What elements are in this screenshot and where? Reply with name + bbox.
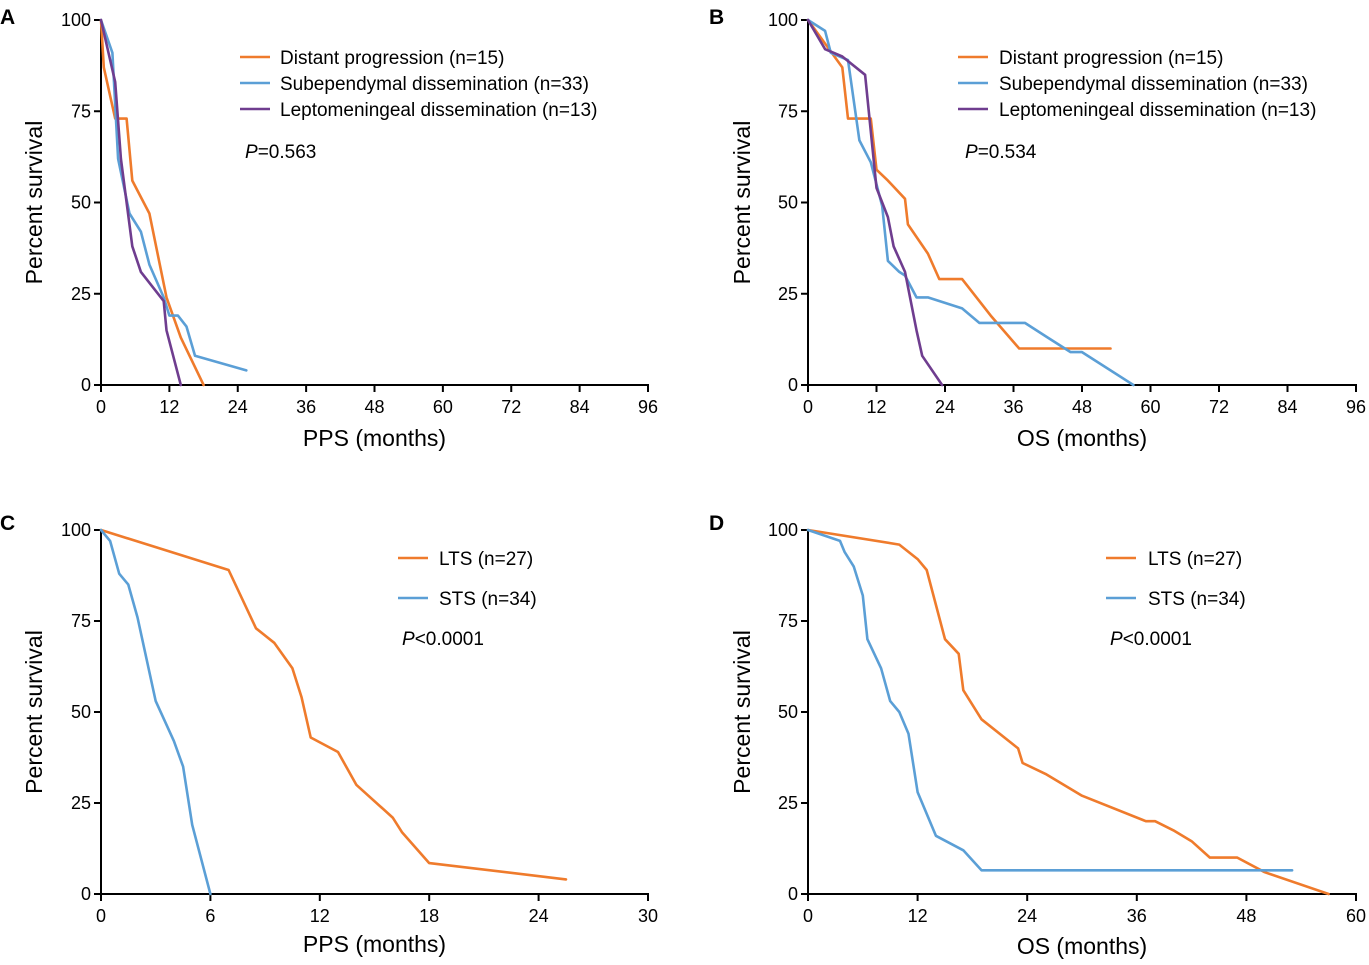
x-tick-label: 12 [310,906,330,926]
x-tick-label: 60 [433,397,453,417]
legend-label: Distant progression (n=15) [280,48,504,69]
series-line-orange [806,528,1330,896]
y-axis-title: Percent survival [21,630,47,794]
series-line-orange [99,528,568,881]
x-tick-label: 96 [638,397,658,417]
y-tick-label: 75 [71,611,91,631]
x-tick-label: 84 [570,397,590,417]
x-tick-label: 60 [1140,397,1160,417]
legend-label: Distant progression (n=15) [999,48,1223,69]
y-tick-label: 50 [778,702,798,722]
panel-b: B 0 25 50 75 100 0 12 24 36 48 60 72 84 96 OS (months) P… [709,6,1366,451]
x-tick-label: 0 [803,906,813,926]
x-tick-label: 0 [96,906,106,926]
legend-label: LTS (n=27) [439,549,533,570]
x-tick-label: 0 [96,397,106,417]
legend-label: Subependymal dissemination (n=33) [999,74,1308,95]
y-tick-label: 75 [71,101,91,121]
legend-label: STS (n=34) [1148,589,1246,610]
y-tick-label: 100 [61,520,91,540]
p-value-annotation: P=0.534 [965,142,1037,163]
x-tick-label: 24 [228,397,248,417]
x-tick-label: 0 [803,397,813,417]
x-tick-label: 18 [419,906,439,926]
x-tick-label: 48 [1072,397,1092,417]
panel-letter: B [709,6,724,29]
legend-label: Leptomeningeal dissemination (n=13) [280,100,597,121]
y-tick-label: 75 [778,101,798,121]
y-tick-label: 25 [778,284,798,304]
y-tick-label: 25 [71,284,91,304]
panel-c: C 0 25 50 75 100 0 6 12 18 24 30 PPS (months) Percent… [0,512,658,957]
legend-label: Subependymal dissemination (n=33) [280,74,589,95]
y-axis-title: Percent survival [729,121,755,285]
panel-letter: A [0,6,15,29]
y-tick-label: 0 [81,375,91,395]
x-tick-label: 12 [159,397,179,417]
legend-label: STS (n=34) [439,589,537,610]
series-line-purple [99,18,183,387]
series-line-blue [806,528,1294,872]
panel-letter: D [709,512,724,535]
y-axis-title: Percent survival [729,630,755,794]
panel-a: A 0 25 50 75 100 0 12 24 36 48 60 72 84 96 PPS (months)… [0,6,658,451]
x-tick-label: 6 [205,906,215,926]
legend-label: Leptomeningeal dissemination (n=13) [999,100,1316,121]
x-tick-label: 24 [1017,906,1037,926]
series-line-orange [806,18,1112,350]
y-tick-label: 0 [788,375,798,395]
y-tick-label: 25 [778,793,798,813]
panel-letter: C [0,512,15,535]
y-tick-label: 50 [71,702,91,722]
p-value-annotation: P=0.563 [245,142,316,163]
x-tick-label: 84 [1277,397,1297,417]
series-line-orange [99,18,205,387]
x-tick-label: 36 [1127,906,1147,926]
x-axis-title: OS (months) [1017,933,1147,959]
x-tick-label: 12 [866,397,886,417]
y-tick-label: 100 [61,10,91,30]
legend-label: LTS (n=27) [1148,549,1242,570]
x-tick-label: 36 [296,397,316,417]
y-axis-title: Percent survival [21,121,47,285]
x-tick-label: 72 [1209,397,1229,417]
y-tick-label: 75 [778,611,798,631]
x-axis-title: PPS (months) [303,931,446,957]
x-axis-title: OS (months) [1017,425,1147,451]
x-tick-label: 30 [638,906,658,926]
y-tick-label: 50 [71,193,91,213]
x-tick-label: 96 [1346,397,1366,417]
panel-d: D 0 25 50 75 100 0 12 24 36 48 60 OS (months) Percent… [709,512,1366,959]
x-tick-label: 72 [501,397,521,417]
x-tick-label: 12 [908,906,928,926]
x-axis-title: PPS (months) [303,425,446,451]
series-line-purple [806,18,944,387]
x-tick-label: 48 [364,397,384,417]
x-tick-label: 24 [935,397,955,417]
y-tick-label: 0 [788,884,798,904]
y-tick-label: 50 [778,193,798,213]
x-tick-label: 60 [1346,906,1366,926]
series-line-blue [99,528,212,896]
series-line-blue [99,18,248,372]
x-tick-label: 36 [1003,397,1023,417]
p-value-annotation: P<0.0001 [1110,629,1192,650]
y-tick-label: 25 [71,793,91,813]
y-tick-label: 0 [81,884,91,904]
x-tick-label: 48 [1236,906,1256,926]
x-tick-label: 24 [529,906,549,926]
y-tick-label: 100 [768,520,798,540]
y-tick-label: 100 [768,10,798,30]
p-value-annotation: P<0.0001 [402,629,484,650]
